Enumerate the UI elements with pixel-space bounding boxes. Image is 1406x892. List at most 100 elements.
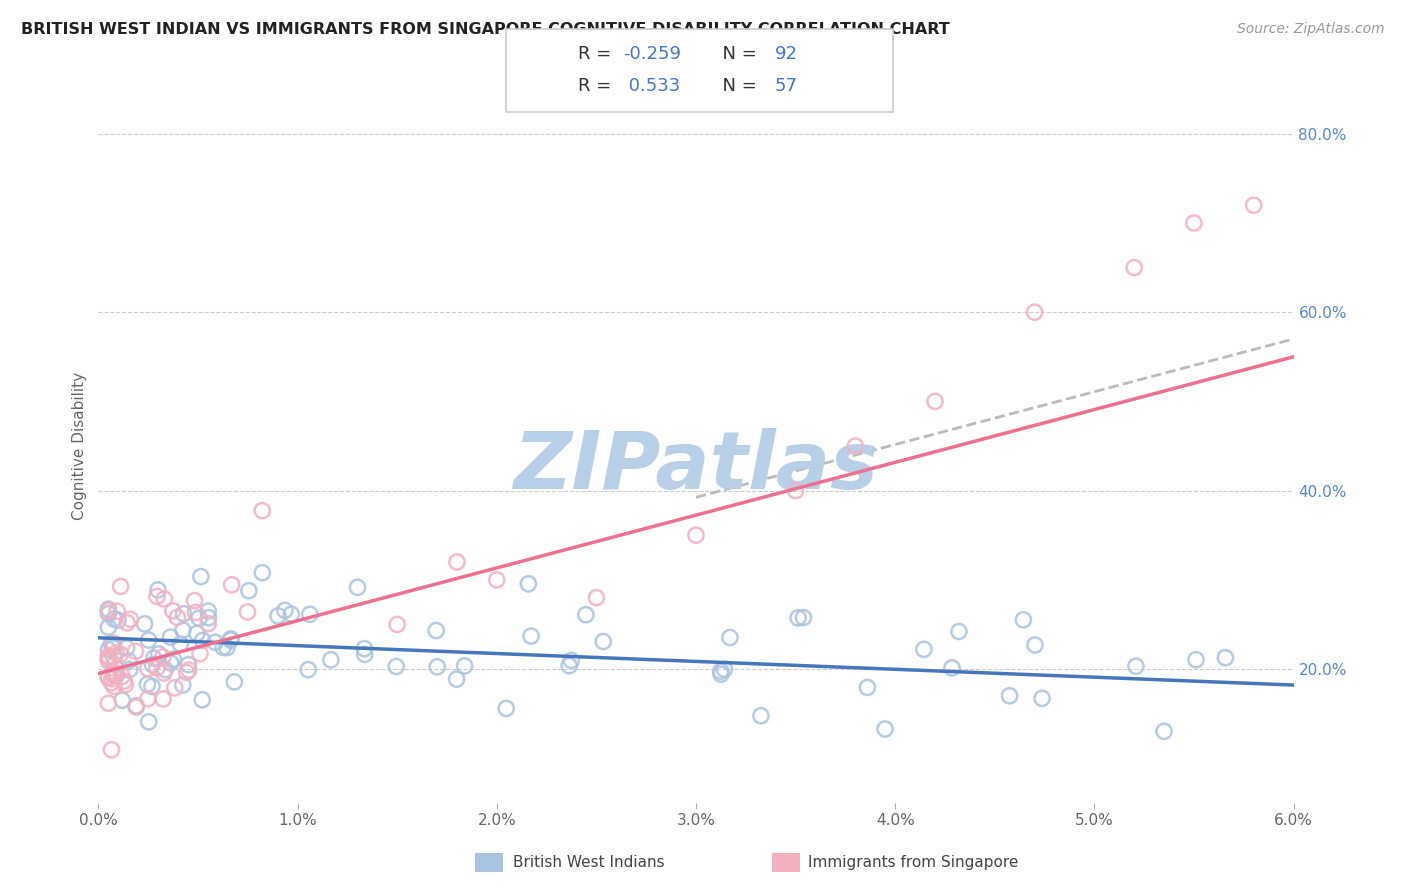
Point bbox=[924, 394, 946, 409]
Point bbox=[136, 662, 159, 676]
Point bbox=[138, 633, 160, 648]
Point bbox=[101, 640, 124, 655]
Point bbox=[97, 602, 120, 616]
Point bbox=[785, 483, 807, 498]
Point bbox=[97, 604, 120, 618]
Point bbox=[267, 608, 290, 623]
Text: British West Indians: British West Indians bbox=[513, 855, 665, 870]
Point bbox=[111, 693, 134, 707]
Point bbox=[749, 708, 772, 723]
Point bbox=[219, 633, 242, 648]
Point bbox=[197, 616, 219, 631]
Point bbox=[1243, 198, 1265, 212]
Point bbox=[252, 566, 274, 580]
Point bbox=[115, 615, 138, 630]
Point bbox=[186, 626, 208, 640]
Point bbox=[101, 672, 124, 686]
Point bbox=[280, 607, 302, 622]
Point bbox=[141, 657, 163, 672]
Point bbox=[224, 674, 246, 689]
Point bbox=[274, 603, 297, 617]
Point bbox=[97, 642, 120, 657]
Point bbox=[97, 654, 120, 668]
Point bbox=[162, 604, 184, 618]
Point bbox=[155, 663, 177, 677]
Bar bbox=[530, 38, 561, 65]
Point bbox=[100, 675, 122, 690]
Point bbox=[856, 681, 879, 695]
Point bbox=[1215, 650, 1237, 665]
Point bbox=[1031, 691, 1053, 706]
Point bbox=[319, 653, 342, 667]
Point bbox=[107, 613, 129, 627]
Point bbox=[792, 610, 814, 624]
Point bbox=[97, 620, 120, 634]
Point bbox=[1125, 659, 1147, 673]
Point bbox=[1123, 260, 1146, 275]
Point bbox=[453, 659, 475, 673]
Text: N =: N = bbox=[711, 78, 763, 95]
Bar bbox=[530, 73, 561, 100]
Point bbox=[844, 439, 866, 453]
Point bbox=[176, 665, 198, 680]
Point bbox=[148, 647, 170, 661]
Point bbox=[713, 662, 735, 676]
Point bbox=[204, 635, 226, 649]
Point bbox=[385, 659, 408, 673]
Point bbox=[718, 631, 741, 645]
Point bbox=[173, 607, 195, 621]
Point bbox=[215, 640, 238, 655]
Point bbox=[105, 646, 128, 660]
Text: N =: N = bbox=[711, 45, 763, 62]
Point bbox=[385, 617, 409, 632]
Point bbox=[104, 657, 127, 672]
Point bbox=[118, 654, 141, 668]
Point bbox=[134, 616, 156, 631]
Point bbox=[103, 668, 125, 682]
Point bbox=[190, 569, 212, 583]
Point bbox=[685, 528, 707, 542]
Point bbox=[146, 590, 169, 604]
Point bbox=[250, 503, 273, 517]
Point bbox=[152, 692, 174, 706]
Point bbox=[592, 634, 614, 648]
Point bbox=[912, 642, 935, 657]
Point bbox=[1012, 613, 1035, 627]
Point bbox=[110, 579, 132, 593]
Point bbox=[97, 648, 120, 663]
Point bbox=[105, 604, 128, 618]
Point bbox=[103, 636, 125, 650]
Point bbox=[172, 678, 194, 692]
Point bbox=[162, 652, 184, 666]
Point bbox=[941, 661, 963, 675]
Point bbox=[495, 701, 517, 715]
Point bbox=[142, 651, 165, 665]
Point bbox=[100, 742, 122, 756]
Point bbox=[177, 663, 200, 677]
Point bbox=[146, 661, 169, 675]
Point bbox=[97, 607, 120, 621]
Point bbox=[585, 591, 607, 605]
Bar bbox=[772, 853, 800, 872]
Point bbox=[111, 669, 134, 683]
Point bbox=[112, 674, 135, 689]
Point bbox=[1024, 638, 1046, 652]
Point bbox=[517, 577, 540, 591]
Point bbox=[141, 680, 163, 694]
Point bbox=[166, 610, 188, 624]
Point bbox=[146, 582, 169, 597]
Bar bbox=[475, 853, 503, 872]
Text: 0.533: 0.533 bbox=[623, 78, 681, 95]
Text: ZIPatlas: ZIPatlas bbox=[513, 428, 879, 507]
Point bbox=[520, 629, 543, 643]
Point bbox=[177, 657, 200, 672]
Point bbox=[108, 648, 131, 662]
Point bbox=[221, 578, 243, 592]
Point bbox=[191, 693, 214, 707]
Point bbox=[136, 691, 159, 706]
Point bbox=[558, 658, 581, 673]
Text: Source: ZipAtlas.com: Source: ZipAtlas.com bbox=[1237, 22, 1385, 37]
Point bbox=[575, 607, 598, 622]
Point bbox=[169, 637, 191, 651]
Point bbox=[97, 650, 120, 665]
